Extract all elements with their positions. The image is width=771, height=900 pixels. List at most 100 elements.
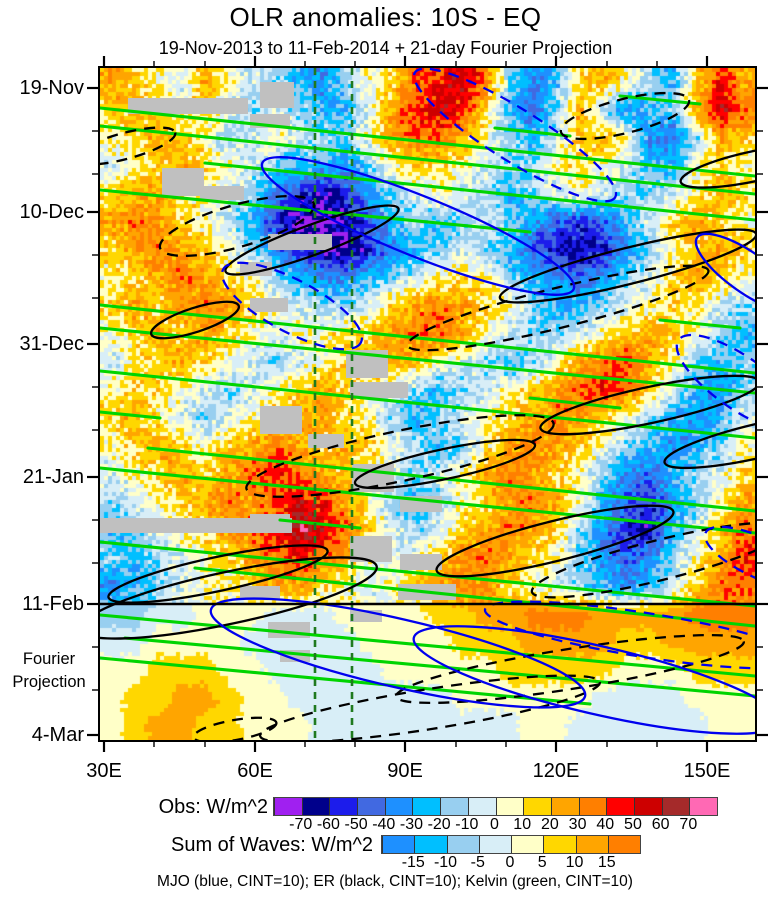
kelvin-wave-line [100,326,755,395]
kelvin-wave-line [203,161,755,222]
kelvin-wave-line [100,656,592,706]
mjo-wave-contour [483,600,755,670]
er-wave-contour [539,374,755,436]
missing-data-patch [240,586,280,600]
colorbar-segment [274,798,302,815]
colorbar-tick-label: 0 [505,854,515,871]
er-wave-contour [192,716,278,740]
colorbar-segment [633,798,662,815]
annotation-line-1: Fourier [22,650,76,668]
annotation-line-2: Projection [12,673,86,691]
er-wave-contour [530,521,755,599]
obs-colorbar-label: Obs: W/m^2 [158,796,268,818]
colorbar-tick-label: -5 [470,854,485,871]
mjo-wave-contour [675,333,755,433]
mjo-wave-contour [694,232,755,314]
mjo-wave-contour [220,261,364,351]
kelvin-wave-segment [528,396,622,410]
mjo-wave-contour [412,625,755,735]
time-axis-label: 19-Nov [19,77,84,99]
colorbar-segment [301,798,330,815]
colorbar-tick-label: 70 [679,816,698,833]
mjo-wave-contour [412,68,618,203]
colorbar-segment [607,836,640,853]
kelvin-wave-line [123,636,755,698]
colorbar-tick-label: -20 [427,816,451,833]
er-wave-contour [149,300,241,340]
kelvin-wave-segment [100,410,162,420]
colorbar-tick-label: 5 [537,854,547,871]
mjo-wave-contour [260,156,576,296]
er-wave-contour [258,674,602,740]
colorbar-tick-label: 10 [565,854,584,871]
chart-subtitle: 19-Nov-2013 to 11-Feb-2014 + 21-day Four… [158,38,613,58]
kelvin-wave-line [100,466,755,535]
colorbar-segment [575,836,608,853]
er-wave-contour [158,194,316,258]
colorbar-tick-label: -40 [372,816,396,833]
kelvin-wave-segment [278,518,362,530]
time-axis-label: 4-Mar [31,724,84,746]
waves-colorbar [381,835,641,854]
colorbar-segment [606,798,634,815]
colorbar-tick-label: 60 [651,816,670,833]
er-wave-contour [245,414,555,498]
colorbar-segment [661,798,690,815]
er-wave-contour [406,264,710,352]
time-axis-label: 21-Jan [22,466,84,488]
missing-data-patch [260,82,294,108]
er-wave-contour [663,410,755,470]
missing-data-patch [162,168,204,196]
kelvin-wave-line [100,369,755,440]
fourier-projection-annotation: Fourier Projection [4,648,94,694]
plot-area [100,68,755,740]
colorbar-tick-label: 30 [568,816,587,833]
time-axis-label: 10-Dec [19,201,84,223]
colorbar-segment [440,798,468,815]
time-axis-label: 31-Dec [19,333,84,355]
colorbar-tick-label: 20 [540,816,559,833]
longitude-axis-label: 120E [532,760,580,782]
longitude-axis-label: 60E [237,760,273,782]
colorbar-segment [467,798,496,815]
er-wave-contour [100,126,177,166]
er-wave-contour [224,204,400,276]
missing-data-patch [260,406,302,434]
colorbar-segment [689,798,717,815]
missing-data-patch [308,434,344,448]
chart-title: OLR anomalies: 10S - EQ [229,2,542,32]
er-wave-contour [100,556,378,640]
longitude-axis-label: 150E [683,760,731,782]
colorbar-tick-label: 50 [624,816,642,833]
kelvin-wave-line [100,540,755,608]
colorbar-tick-label: -10 [433,854,458,871]
er-wave-contour [498,228,755,304]
colorbar-segment [495,798,524,815]
colorbar-segment [384,798,413,815]
colorbar-tick-label: -70 [289,816,313,833]
colorbar-segment [523,798,551,815]
kelvin-wave-line [100,303,755,375]
colorbar-tick-label: -15 [401,854,425,871]
kelvin-wave-line [100,124,755,196]
missing-data-patch [400,554,442,570]
colorbar-segment [382,836,415,853]
er-wave-contour [394,633,746,705]
missing-data-patch [250,298,288,312]
colorbar-segment [329,798,358,815]
colorbar-segment [543,836,576,853]
kelvin-wave-line [100,613,755,678]
time-axis-label: 11-Feb [22,593,84,615]
colorbar-tick-label: -10 [455,816,479,833]
colorbar-segment [478,836,511,853]
er-wave-contour [107,544,329,604]
er-wave-contour [353,438,537,490]
colorbar-tick-label: 15 [597,854,616,871]
contour-legend-text: MJO (blue, CINT=10); ER (black, CINT=10)… [157,873,633,890]
kelvin-wave-segment [618,94,702,106]
missing-data-patch [350,382,408,398]
colorbar-tick-label: 0 [490,816,499,833]
colorbar-tick-label: -60 [316,816,340,833]
colorbar-segment [550,798,579,815]
